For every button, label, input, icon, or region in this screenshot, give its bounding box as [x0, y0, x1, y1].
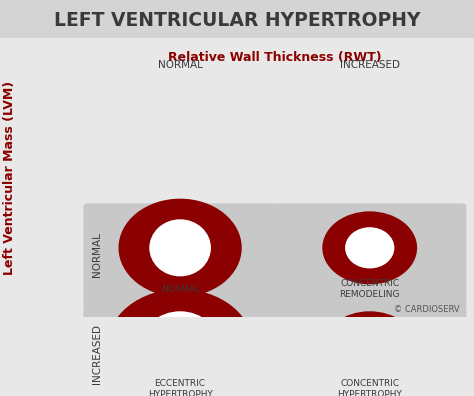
- FancyBboxPatch shape: [83, 203, 277, 306]
- FancyBboxPatch shape: [273, 303, 466, 396]
- Text: NORMAL: NORMAL: [158, 60, 202, 70]
- Text: Left Ventricular Mass (LVM): Left Ventricular Mass (LVM): [3, 80, 16, 275]
- Ellipse shape: [345, 227, 394, 268]
- Text: LEFT VENTRICULAR HYPERTROPHY: LEFT VENTRICULAR HYPERTROPHY: [54, 11, 420, 30]
- Ellipse shape: [322, 311, 417, 384]
- FancyBboxPatch shape: [83, 303, 277, 396]
- Text: NORMAL: NORMAL: [92, 232, 102, 277]
- Text: © CARDIOSERV: © CARDIOSERV: [394, 305, 460, 314]
- Ellipse shape: [118, 199, 242, 297]
- Text: CONCENTRIC
REMODELING: CONCENTRIC REMODELING: [339, 280, 400, 299]
- FancyBboxPatch shape: [0, 0, 474, 38]
- Text: Relative Wall Thickness (RWT): Relative Wall Thickness (RWT): [168, 51, 382, 64]
- FancyBboxPatch shape: [273, 203, 466, 306]
- Ellipse shape: [107, 289, 254, 396]
- Text: INCREASED: INCREASED: [92, 324, 102, 385]
- Ellipse shape: [149, 219, 211, 276]
- Text: CONCENTRIC
HYPERTROPHY: CONCENTRIC HYPERTROPHY: [337, 379, 402, 396]
- Ellipse shape: [140, 311, 220, 384]
- Text: NORMAL: NORMAL: [161, 285, 200, 294]
- Ellipse shape: [345, 327, 394, 368]
- Ellipse shape: [322, 211, 417, 284]
- Text: ECCENTRIC
HYPERTROPHY: ECCENTRIC HYPERTROPHY: [148, 379, 212, 396]
- Text: INCREASED: INCREASED: [340, 60, 400, 70]
